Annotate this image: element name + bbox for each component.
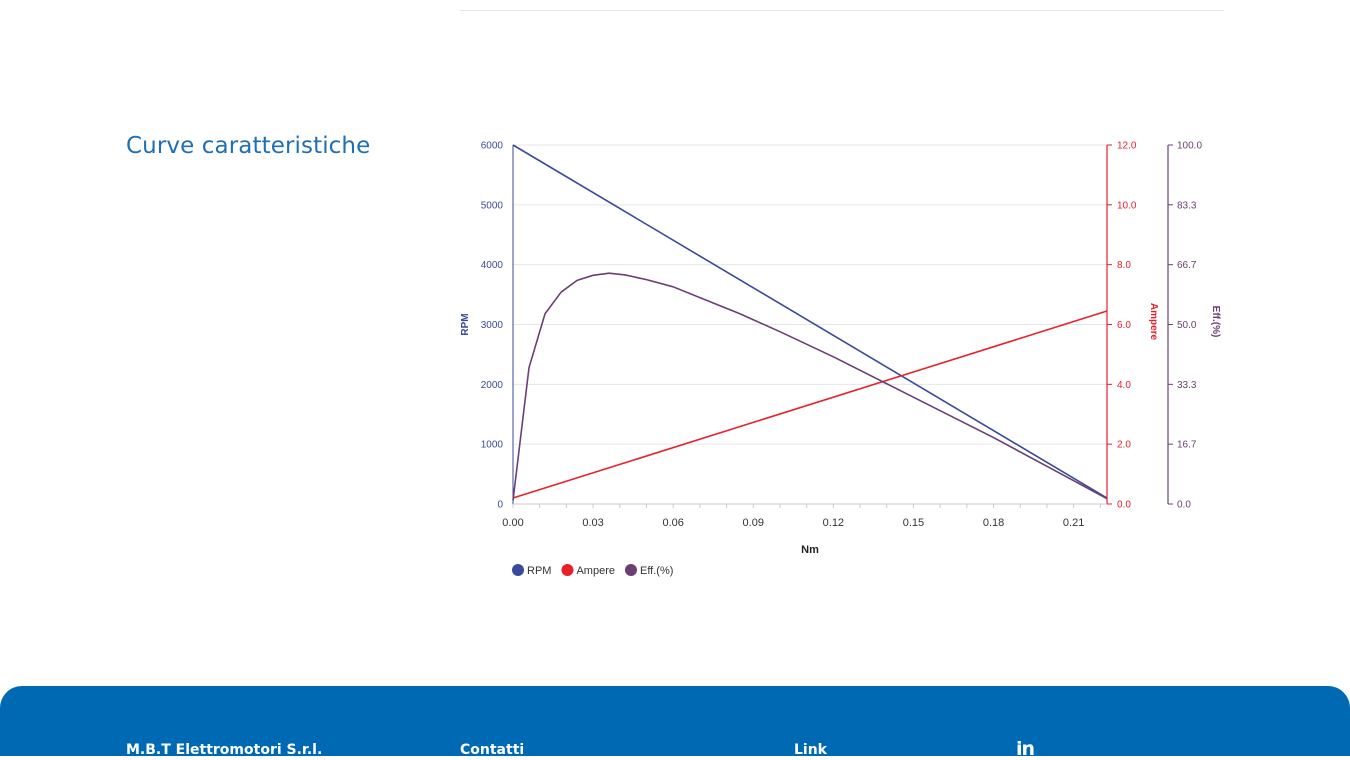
rpm-tick-label: 4000 bbox=[481, 260, 504, 271]
series-line-eff bbox=[512, 272, 1108, 501]
legend-label-rpm: RPM bbox=[527, 565, 551, 577]
x-tick-label: 0.21 bbox=[1063, 517, 1084, 529]
linkedin-icon[interactable]: in bbox=[1016, 738, 1035, 760]
x-tick-label: 0.09 bbox=[743, 517, 764, 529]
ampere-tick-label: 12.0 bbox=[1117, 141, 1137, 152]
x-tick-label: 0.18 bbox=[983, 517, 1004, 529]
top-divider bbox=[460, 10, 1224, 11]
ampere-tick-label: 4.0 bbox=[1117, 380, 1131, 391]
chart-legend: RPM Ampere Eff.(%) bbox=[512, 564, 673, 577]
eff-tick-label: 50.0 bbox=[1177, 320, 1197, 331]
ampere-axis-title: Ampere bbox=[1148, 303, 1159, 341]
rpm-tick-label: 2000 bbox=[481, 380, 504, 391]
x-axis-title: Nm bbox=[801, 544, 819, 556]
legend-label-eff: Eff.(%) bbox=[640, 565, 673, 577]
chart-grid bbox=[513, 144, 1107, 505]
eff-tick-label: 33.3 bbox=[1177, 380, 1197, 391]
x-tick-label: 0.03 bbox=[582, 517, 603, 529]
eff-axis-title: Eff.(%) bbox=[1210, 306, 1221, 338]
footer: M.B.T Elettromotori S.r.l. Contatti Link… bbox=[0, 686, 1350, 760]
legend-marker-ampere bbox=[561, 564, 574, 576]
chart-series bbox=[512, 144, 1108, 501]
ampere-tick-label: 10.0 bbox=[1117, 200, 1137, 211]
eff-tick-label: 100.0 bbox=[1177, 141, 1202, 152]
series-line-rpm bbox=[512, 144, 1108, 499]
footer-links-heading: Link bbox=[794, 742, 827, 758]
rpm-tick-label: 6000 bbox=[481, 141, 504, 152]
x-tick-label: 0.00 bbox=[502, 517, 523, 529]
eff-tick-label: 0.0 bbox=[1177, 500, 1191, 511]
chart-axes: 0 1000 2000 3000 4000 5000 6000 RPM 0.0 2.0 4.0 6.0… bbox=[460, 141, 1221, 557]
characteristic-curves-chart: 0 1000 2000 3000 4000 5000 6000 RPM 0.0 2.0 4.0 6.0… bbox=[460, 141, 1221, 578]
rpm-tick-label: 3000 bbox=[481, 320, 504, 331]
ampere-tick-label: 8.0 bbox=[1117, 260, 1131, 271]
eff-tick-label: 16.7 bbox=[1177, 440, 1197, 451]
ampere-tick-label: 0.0 bbox=[1117, 500, 1131, 511]
footer-contacts-heading: Contatti bbox=[460, 742, 525, 758]
footer-company-name: M.B.T Elettromotori S.r.l. bbox=[126, 742, 323, 758]
x-tick-label: 0.15 bbox=[903, 517, 924, 529]
eff-tick-label: 83.3 bbox=[1177, 200, 1197, 211]
series-line-ampere bbox=[512, 310, 1108, 499]
rpm-axis-title: RPM bbox=[460, 313, 471, 335]
x-tick-label: 0.06 bbox=[662, 517, 683, 529]
rpm-tick-label: 5000 bbox=[481, 200, 504, 211]
legend-marker-eff bbox=[624, 564, 637, 576]
legend-label-ampere: Ampere bbox=[576, 565, 615, 577]
ampere-tick-label: 6.0 bbox=[1117, 320, 1131, 331]
rpm-tick-label: 0 bbox=[497, 500, 503, 511]
x-tick-label: 0.12 bbox=[823, 517, 844, 529]
legend-marker-rpm bbox=[512, 564, 524, 576]
section-title: Curve caratteristiche bbox=[126, 133, 371, 159]
rpm-tick-label: 1000 bbox=[481, 440, 504, 451]
eff-tick-label: 66.7 bbox=[1177, 260, 1197, 271]
ampere-tick-label: 2.0 bbox=[1117, 440, 1131, 451]
